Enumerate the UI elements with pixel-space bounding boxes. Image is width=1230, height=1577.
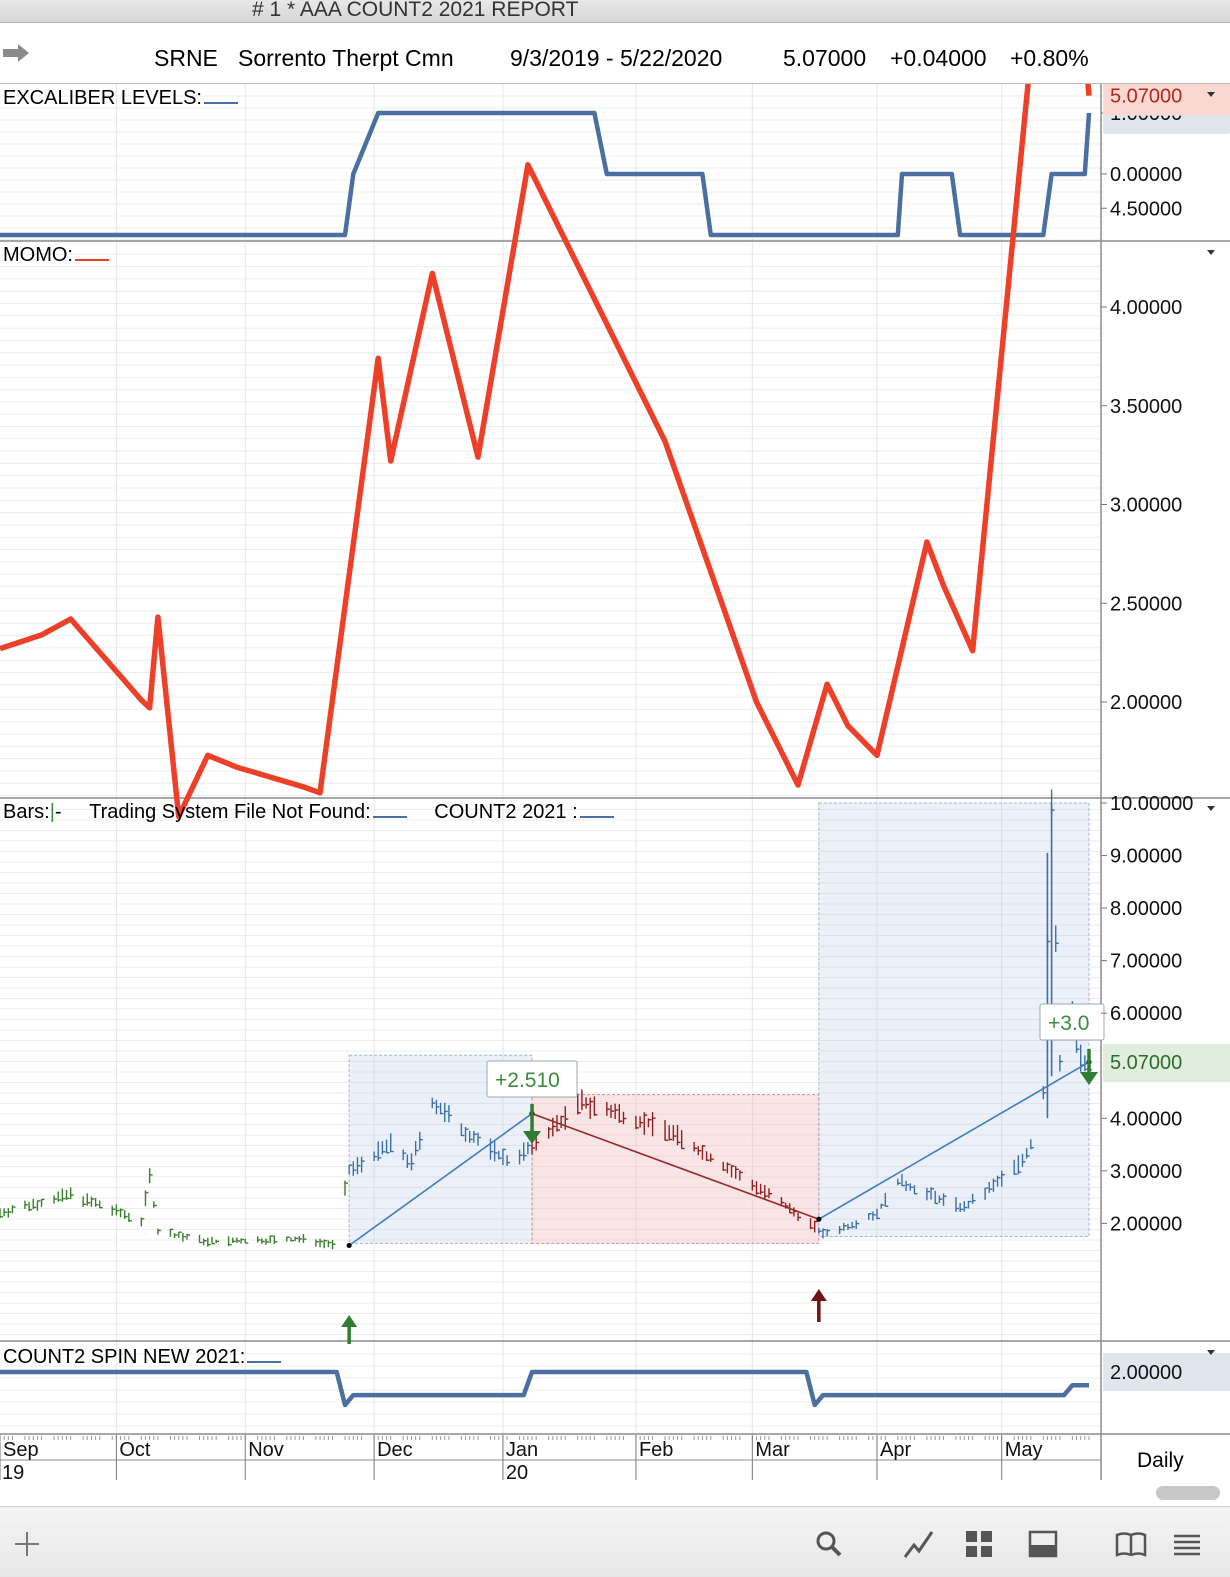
count-label-text: COUNT2 2021 : — [434, 801, 578, 823]
trade-entry-dot — [346, 1242, 352, 1248]
bars-axis-label: 7.00000 — [1110, 951, 1182, 973]
bars-axis-label: 9.00000 — [1110, 846, 1182, 868]
price-change-percent: +0.80% — [1010, 45, 1089, 71]
pane-menu-caret[interactable] — [1207, 250, 1215, 255]
momo-series-line — [0, 84, 1092, 820]
bars-swatch-dash: - — [54, 801, 62, 823]
trade-line — [818, 1061, 1090, 1220]
bars-label[interactable]: Bars:|- Trading System File Not Found: C… — [3, 801, 614, 824]
spin-line-swatch — [247, 1347, 282, 1363]
window-title: # 1 * AAA COUNT2 2021 REPORT — [252, 0, 579, 21]
trade-result-box — [486, 1060, 578, 1098]
grid-icon[interactable] — [962, 1527, 996, 1561]
bars-last-value-badge — [1103, 1044, 1230, 1083]
window-titlebar: # 1 * AAA COUNT2 2021 REPORT — [0, 0, 1230, 23]
excaliber-label-text: EXCALIBER LEVELS: — [3, 87, 202, 109]
chart-line-icon[interactable] — [902, 1527, 936, 1561]
month-label: Apr — [880, 1439, 911, 1461]
symbol-bar: SRNE Sorrento Therpt Cmn 9/3/2019 - 5/22… — [0, 23, 1230, 84]
short-trade-zone — [531, 1094, 820, 1244]
momo-label[interactable]: MOMO: — [3, 244, 109, 267]
spin-value-badge — [1103, 1353, 1230, 1391]
month-label: May — [1005, 1439, 1043, 1461]
spin-axis-label: 2.00000 — [1110, 1362, 1182, 1384]
bars-axis-label: 2.00000 — [1110, 1213, 1182, 1235]
month-label: Feb — [639, 1439, 673, 1461]
bars-last-value-label: 5.07000 — [1110, 1052, 1182, 1074]
momo-last-value-label: 5.07000 — [1110, 86, 1182, 108]
momo-axis-label: 2.00000 — [1110, 692, 1182, 714]
timeframe-selector[interactable]: Daily — [1137, 1449, 1184, 1472]
momo-axis-label: 2.50000 — [1110, 593, 1182, 615]
trade-result-label: +3.0 — [1048, 1012, 1089, 1035]
spin-series-line — [0, 1369, 1089, 1408]
pane-menu-caret[interactable] — [1207, 806, 1215, 811]
layout-icon[interactable] — [1026, 1527, 1060, 1561]
sell-signal-arrowhead — [1080, 1072, 1098, 1085]
horizontal-scrollbar[interactable] — [1156, 1486, 1220, 1500]
last-price: 5.07000 — [783, 45, 867, 71]
bars-label-text: Bars: — [3, 801, 50, 823]
search-icon[interactable] — [812, 1527, 846, 1561]
momo-axis-label: 4.00000 — [1110, 297, 1182, 319]
buy-signal-arrowhead — [810, 1289, 827, 1301]
month-label: Mar — [755, 1439, 790, 1461]
plus-icon[interactable] — [10, 1527, 44, 1561]
bars-axis-label: 10.00000 — [1110, 793, 1193, 815]
month-label: Oct — [119, 1439, 151, 1461]
momo-last-value-badge — [1103, 84, 1230, 116]
excaliber-axis-label: 0.00000 — [1110, 164, 1182, 186]
system-line-swatch — [372, 802, 407, 818]
spin-label-text: COUNT2 SPIN NEW 2021: — [3, 1346, 246, 1368]
year-label: 20 — [506, 1462, 528, 1484]
ticker[interactable]: SRNE — [154, 45, 218, 71]
book-icon[interactable] — [1114, 1527, 1148, 1561]
momo-line-swatch — [75, 245, 109, 261]
spin-label[interactable]: COUNT2 SPIN NEW 2021: — [3, 1346, 282, 1369]
trade-line — [348, 1112, 533, 1247]
count-line-swatch — [579, 802, 614, 818]
chart-canvas[interactable]: +2.510+3.0 1.000000.000006.500006.000005… — [0, 84, 1230, 1508]
date-range: 9/3/2019 - 5/22/2020 — [510, 45, 723, 71]
year-label: 19 — [2, 1462, 24, 1484]
momo-axis-label: 3.00000 — [1110, 495, 1182, 517]
trade-result-label: +2.510 — [495, 1069, 560, 1092]
month-label: Dec — [377, 1439, 413, 1461]
bars-axis-label: 3.00000 — [1110, 1161, 1182, 1183]
bars-axis-label: 8.00000 — [1110, 898, 1182, 920]
bars-axis-label: 4.00000 — [1110, 1108, 1182, 1130]
excaliber-series-line — [0, 110, 1092, 238]
bars-axis-label: 6.00000 — [1110, 1003, 1182, 1025]
pane-menu-caret[interactable] — [1207, 92, 1215, 97]
system-label-text: Trading System File Not Found: — [89, 801, 371, 823]
excaliber-label[interactable]: EXCALIBER LEVELS: — [3, 87, 238, 110]
sell-signal-arrowhead — [523, 1131, 542, 1144]
bottom-toolbar — [0, 1506, 1230, 1577]
price-change: +0.04000 — [890, 45, 987, 71]
month-label: Jan — [506, 1439, 538, 1461]
excaliber-line-swatch — [203, 88, 238, 104]
security-name: Sorrento Therpt Cmn — [238, 45, 454, 71]
trade-result-box — [1039, 1003, 1105, 1041]
bars-swatch: | — [49, 801, 55, 823]
buy-signal-arrowhead — [341, 1315, 358, 1327]
trade-line — [531, 1112, 820, 1220]
month-label: Nov — [248, 1439, 284, 1461]
month-label: Sep — [3, 1439, 39, 1461]
pane-menu-caret[interactable] — [1207, 1350, 1215, 1355]
right-arrow-icon[interactable] — [2, 43, 30, 63]
list-icon[interactable] — [1170, 1527, 1204, 1561]
momo-label-text: MOMO: — [3, 244, 73, 266]
trade-entry-dot — [816, 1216, 822, 1222]
momo-axis-label: 4.50000 — [1110, 198, 1182, 220]
momo-axis-label: 3.50000 — [1110, 396, 1182, 418]
